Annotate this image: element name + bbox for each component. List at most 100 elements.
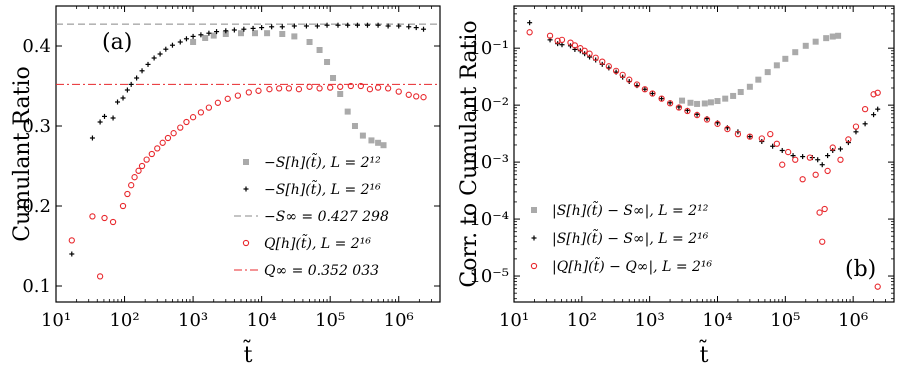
- a-point: [115, 99, 121, 105]
- a-point: [205, 104, 213, 111]
- a-point: [255, 87, 262, 94]
- a-point: [120, 95, 126, 101]
- panel-b-ylabel: Corr. to Cumulant Ratio: [457, 20, 482, 287]
- b-point: [626, 76, 633, 83]
- b-point: [694, 100, 701, 107]
- a-point: [279, 24, 285, 30]
- panel-a-frame: [55, 5, 441, 303]
- a-point: [385, 23, 391, 29]
- a-point: [197, 109, 205, 116]
- a-xtick-label: 10⁴: [247, 310, 277, 331]
- b-point: [599, 58, 606, 65]
- b-legend-marker: [530, 262, 538, 270]
- a-xtick-label: 10³: [178, 310, 208, 331]
- b-legend-label: |S[h](t̃) − S∞|, L = 2¹⁶: [552, 228, 709, 247]
- a-series-0: [190, 30, 387, 149]
- b-legend-label: |S[h](t̃) − S∞|, L = 2¹²: [552, 200, 709, 219]
- panel-a-ticks: 10¹ 10² 10³ 10⁴ 10⁵ 10⁶ 0.1 0.2 0.3 0.4: [22, 6, 441, 331]
- b-point: [659, 96, 665, 102]
- a-point: [264, 30, 271, 37]
- a-point: [119, 202, 127, 210]
- b-point: [707, 99, 714, 106]
- a-point: [128, 81, 134, 87]
- b-point: [773, 140, 781, 147]
- b-xtick-label: 10⁴: [702, 310, 732, 331]
- b-series-1: [527, 20, 881, 168]
- a-point: [335, 22, 341, 28]
- b-point: [812, 171, 819, 178]
- a-point: [324, 59, 331, 65]
- a-point: [285, 85, 293, 92]
- b-point: [845, 136, 852, 143]
- a-point: [214, 99, 222, 106]
- b-point: [870, 91, 877, 98]
- panel-a-data: [68, 22, 427, 280]
- a-point: [224, 95, 231, 102]
- a-point: [89, 213, 96, 220]
- b-point: [649, 91, 655, 97]
- b-point: [747, 134, 753, 140]
- b-point: [526, 29, 533, 36]
- b-point: [861, 106, 869, 113]
- a-point: [241, 26, 247, 32]
- a-point: [344, 108, 351, 115]
- a-point: [396, 23, 402, 29]
- a-point: [169, 42, 175, 48]
- b-point: [758, 135, 765, 142]
- a-point: [89, 135, 95, 141]
- a-point: [295, 86, 303, 93]
- b-point: [779, 147, 785, 153]
- b-point: [792, 156, 799, 163]
- b-point: [764, 69, 771, 76]
- a-point: [366, 86, 374, 93]
- b-point: [845, 140, 851, 146]
- panel-b: 10¹ 10² 10³ 10⁴ 10⁵ 10⁶ 10⁻⁵ 10⁻⁴ 10⁻³ 10⁻² 10⁻¹ (…: [457, 5, 895, 368]
- a-point: [198, 32, 204, 38]
- a-point: [406, 24, 412, 30]
- a-legend-label: −S[h](t̃), L = 2¹²: [264, 152, 381, 171]
- b-point: [587, 54, 593, 60]
- a-ytick-label: 0.4: [22, 36, 51, 57]
- a-ytick-label: 0.2: [22, 196, 51, 217]
- a-point: [202, 35, 209, 41]
- b-point: [571, 42, 579, 49]
- a-legend-label: Q∞ = 0.352 033: [264, 263, 379, 279]
- b-point: [837, 146, 843, 152]
- b-point: [779, 161, 786, 168]
- b-point: [821, 205, 828, 213]
- a-point: [316, 85, 323, 92]
- a-point: [138, 162, 146, 170]
- a-series-2: [68, 82, 427, 280]
- a-point: [69, 251, 75, 257]
- b-point: [724, 125, 731, 133]
- b-point: [835, 32, 842, 39]
- b-point: [619, 71, 626, 79]
- a-point: [357, 82, 364, 90]
- b-legend-marker: [531, 207, 537, 213]
- a-point: [189, 114, 197, 121]
- b-point: [871, 112, 877, 118]
- b-point: [800, 154, 806, 160]
- b-point: [792, 49, 799, 56]
- a-point: [97, 119, 103, 125]
- b-point: [586, 50, 593, 57]
- a-point: [375, 139, 382, 146]
- a-point: [68, 237, 75, 244]
- a-point: [223, 28, 229, 34]
- b-point: [782, 55, 789, 62]
- panel-a-label: (a): [102, 30, 132, 55]
- b-point: [773, 62, 780, 69]
- a-point: [384, 85, 392, 92]
- panel-b-label: (b): [845, 257, 876, 282]
- a-ytick-label: 0.3: [22, 116, 51, 137]
- b-xtick-label: 10⁵: [770, 310, 800, 331]
- a-point: [177, 39, 183, 45]
- b-xtick-label: 10¹: [499, 310, 529, 331]
- a-point: [324, 22, 330, 28]
- b-point: [641, 86, 649, 93]
- b-point: [558, 36, 566, 43]
- b-point: [806, 154, 814, 161]
- panel-b-frame: [513, 5, 895, 303]
- a-point: [291, 33, 298, 40]
- b-point: [703, 116, 711, 123]
